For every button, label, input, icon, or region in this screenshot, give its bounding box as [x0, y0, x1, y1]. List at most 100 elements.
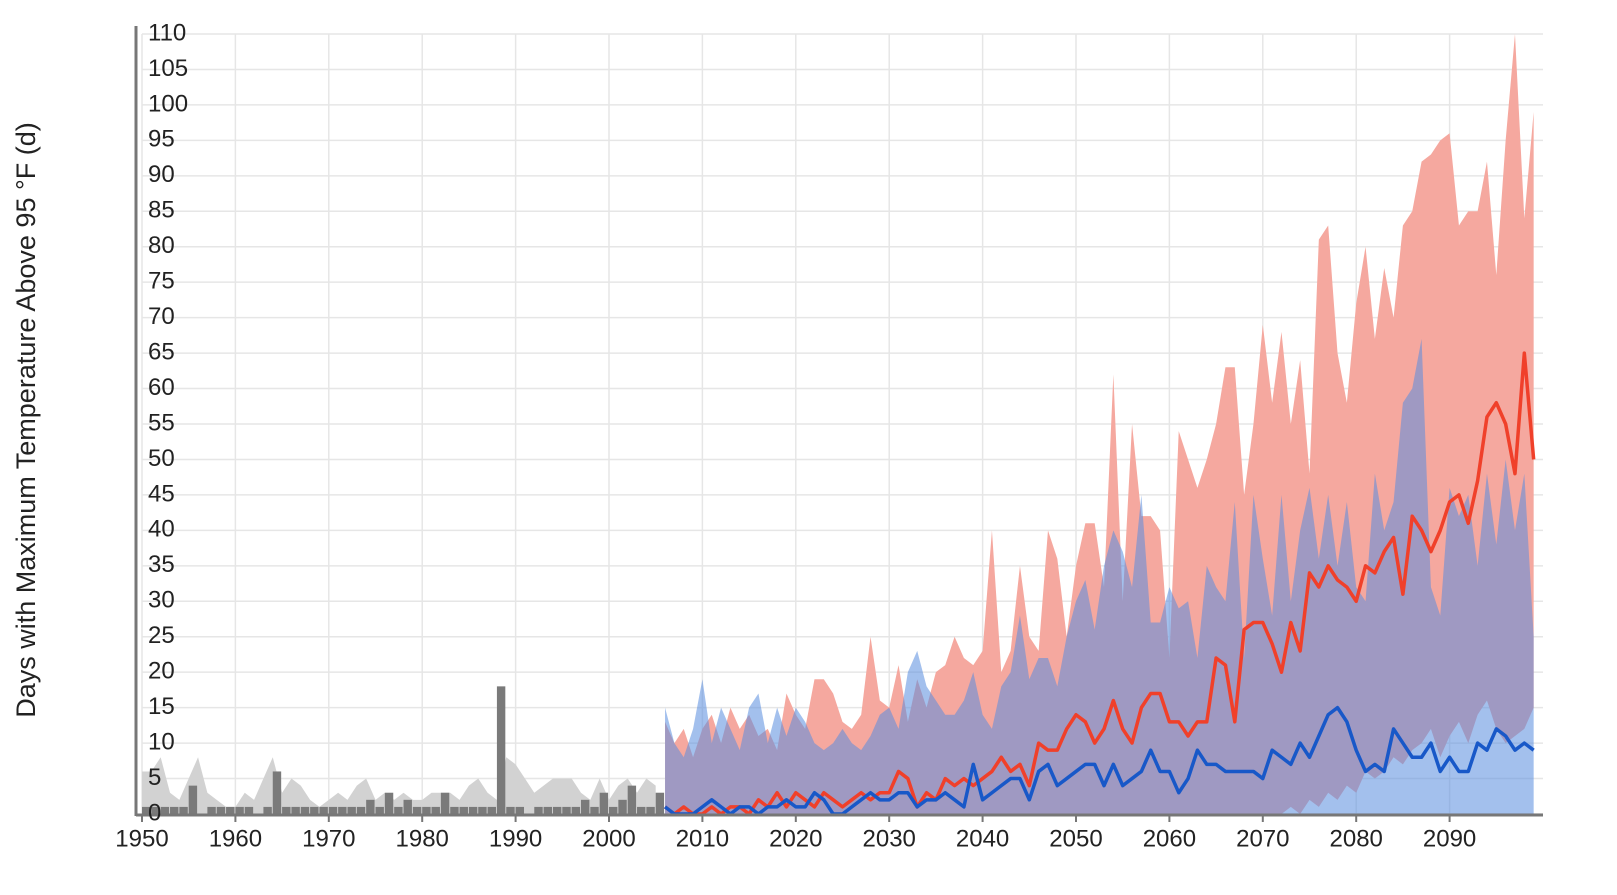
area	[665, 338, 1534, 814]
bar	[487, 806, 496, 814]
bar	[609, 806, 618, 814]
bar	[468, 806, 478, 814]
bar	[646, 806, 655, 814]
y-tick-label: 100	[148, 90, 188, 117]
bar	[375, 806, 384, 814]
bar	[543, 806, 553, 814]
bar	[655, 792, 665, 814]
y-tick-label: 60	[148, 374, 175, 401]
bar	[216, 806, 226, 814]
bar	[338, 806, 347, 814]
area	[142, 757, 656, 814]
bar	[534, 806, 543, 814]
x-tick-label: 2000	[582, 825, 635, 852]
bar	[590, 806, 599, 814]
x-tick-label: 1960	[209, 825, 262, 852]
y-tick-label: 10	[148, 728, 175, 755]
y-tick-label: 5	[148, 764, 161, 791]
bar	[515, 806, 525, 814]
bar	[160, 806, 170, 814]
y-tick-label: 70	[148, 303, 175, 330]
x-tick-label: 2030	[863, 825, 916, 852]
bar	[300, 806, 310, 814]
y-tick-label: 30	[148, 587, 175, 614]
bar	[496, 686, 506, 814]
bar	[282, 806, 291, 814]
y-tick-label: 80	[148, 232, 175, 259]
bar	[244, 806, 254, 814]
bar	[422, 806, 431, 814]
y-tick-label: 95	[148, 126, 175, 153]
x-tick-label: 1970	[302, 825, 355, 852]
bar	[291, 806, 300, 814]
x-tick-label: 1950	[115, 825, 168, 852]
bar	[235, 806, 244, 814]
bar	[207, 806, 216, 814]
bar	[450, 806, 459, 814]
bar	[562, 806, 571, 814]
bar	[506, 806, 515, 814]
bar	[328, 806, 338, 814]
bar	[188, 785, 198, 814]
bar	[394, 806, 403, 814]
y-tick-label: 20	[148, 658, 175, 685]
x-tick-label: 2040	[956, 825, 1009, 852]
bar	[226, 806, 235, 814]
y-axis-label: Days with Maximum Temperature Above 95 °…	[11, 122, 41, 718]
y-tick-label: 15	[148, 693, 175, 720]
bar	[319, 806, 328, 814]
bar	[459, 806, 468, 814]
line	[663, 705, 1535, 816]
x-tick-label: 2010	[676, 825, 729, 852]
y-tick-label: 110	[148, 19, 186, 46]
data	[142, 34, 1536, 816]
x-tick-label: 2090	[1423, 825, 1476, 852]
y-tick-label: 35	[148, 551, 175, 578]
y-tick-label: 90	[148, 161, 175, 188]
bar	[580, 799, 590, 814]
bar	[552, 806, 562, 814]
y-tick-label: 40	[148, 516, 175, 543]
bar	[618, 799, 627, 814]
y-tick-label: 65	[148, 338, 175, 365]
bar	[412, 806, 422, 814]
bar	[263, 806, 272, 814]
bar	[384, 792, 394, 814]
line	[663, 351, 1536, 816]
y-tick-label: 55	[148, 409, 175, 436]
bar	[310, 806, 319, 814]
bar	[170, 806, 179, 814]
x-tick-label: 2060	[1143, 825, 1196, 852]
bar	[571, 806, 581, 814]
y-tick-label: 85	[148, 197, 175, 224]
bar	[142, 806, 151, 814]
x-tick-label: 2080	[1330, 825, 1383, 852]
bar	[179, 806, 188, 814]
y-tick-label: 75	[148, 268, 175, 295]
bar	[151, 806, 160, 814]
bar	[637, 806, 646, 814]
bar	[366, 799, 375, 814]
x-tick-label: 2050	[1049, 825, 1102, 852]
x-tick-label: 2020	[769, 825, 822, 852]
y-tick-label: 25	[148, 622, 175, 649]
bar	[356, 806, 366, 814]
bar	[440, 792, 450, 814]
x-tick-label: 1980	[396, 825, 449, 852]
bar	[478, 806, 487, 814]
y-tick-label: 105	[148, 55, 188, 82]
y-tick-label: 45	[148, 480, 175, 507]
y-tick-label: 0	[148, 799, 161, 826]
axes: 1950 1960 1970 1980 1990 2000 2010 2020 2030 2040…	[115, 19, 1543, 852]
bar	[599, 792, 609, 814]
bar	[347, 806, 356, 814]
bar	[627, 785, 637, 814]
bar	[272, 771, 282, 814]
bar	[403, 799, 412, 814]
x-tick-label: 1990	[489, 825, 542, 852]
x-tick-label: 2070	[1236, 825, 1289, 852]
bar	[431, 806, 440, 814]
y-tick-label: 50	[148, 445, 175, 472]
